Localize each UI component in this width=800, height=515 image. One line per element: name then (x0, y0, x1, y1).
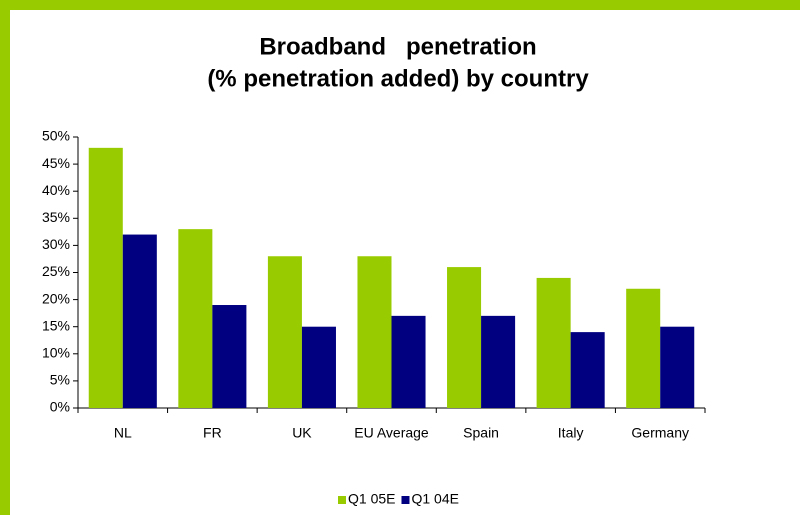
y-tick-label: 40% (42, 182, 70, 198)
x-tick-label: EU Average (354, 425, 429, 441)
bar (391, 315, 426, 408)
frame-left (0, 0, 10, 515)
x-tick-label: Italy (558, 425, 584, 441)
bar (267, 256, 302, 408)
y-tick-label: 10% (42, 345, 70, 361)
x-tick-label: Spain (463, 425, 499, 441)
y-tick-label: 45% (42, 155, 70, 171)
x-tick-label: NL (114, 425, 132, 441)
bar (447, 267, 482, 408)
bar (357, 256, 392, 408)
x-tick-label: FR (203, 425, 222, 441)
y-tick-label: 30% (42, 236, 70, 252)
bar (536, 277, 571, 408)
y-tick-label: 25% (42, 263, 70, 279)
legend-label: Q1 05E (348, 491, 395, 507)
frame-top (0, 0, 800, 10)
chart-title: Broadband penetration (259, 33, 536, 60)
bar (481, 315, 516, 408)
chart-title: (% penetration added) by country (207, 65, 589, 92)
y-tick-label: 35% (42, 209, 70, 225)
bar (626, 288, 661, 408)
y-tick-label: 50% (42, 128, 70, 144)
y-tick-label: 5% (50, 372, 70, 388)
y-tick-label: 20% (42, 290, 70, 306)
y-tick-label: 0% (50, 399, 70, 415)
bar (570, 332, 605, 408)
bar (212, 305, 247, 408)
y-tick-label: 15% (42, 317, 70, 333)
legend-label: Q1 04E (411, 491, 458, 507)
x-tick-label: Germany (631, 425, 689, 441)
bar (301, 326, 336, 408)
bar (178, 229, 213, 408)
bar (122, 234, 157, 408)
x-tick-label: UK (292, 425, 312, 441)
legend-swatch (401, 496, 410, 504)
bar (660, 326, 695, 408)
bar (88, 147, 123, 408)
legend-swatch (338, 496, 346, 504)
